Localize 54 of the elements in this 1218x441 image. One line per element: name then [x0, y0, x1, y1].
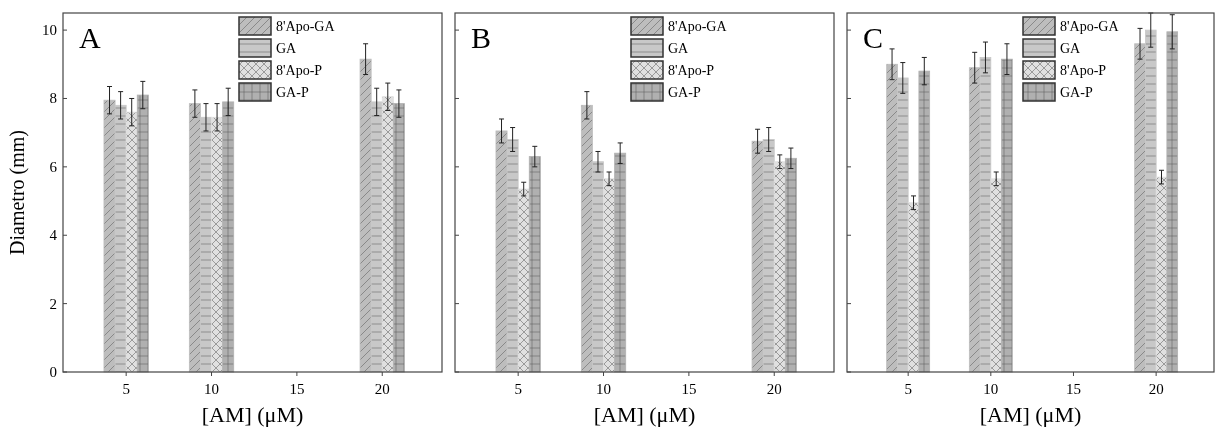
chart-title: C [863, 21, 884, 54]
legend-label: 8'Apo-P [1060, 63, 1107, 78]
bar [136, 94, 149, 373]
x-axis-title: [AM] (μM) [593, 402, 696, 427]
x-tick-label: 10 [204, 381, 220, 397]
y-tick-label: 4 [49, 227, 58, 244]
bar [1166, 31, 1179, 373]
bar [603, 178, 616, 373]
bar [784, 157, 797, 373]
bar [125, 111, 138, 373]
bar [381, 96, 394, 373]
x-tick-label: 10 [983, 381, 999, 397]
bar [990, 178, 1002, 373]
y-tick-label: 2 [49, 295, 57, 312]
x-tick-label: 15 [1065, 381, 1081, 397]
bar [517, 188, 530, 373]
legend-label: GA-P [276, 85, 309, 100]
legend-label: GA [668, 41, 690, 56]
bar [392, 103, 405, 373]
y-tick-label: 0 [49, 364, 57, 380]
legend-label: 8'Apo-P [668, 63, 715, 78]
x-tick-label: 20 [1148, 381, 1164, 397]
legend-label: GA-P [668, 85, 701, 100]
bar [773, 161, 786, 373]
x-tick-label: 5 [122, 381, 130, 397]
bar [211, 116, 224, 373]
y-axis-title: Diametro (mm) [6, 130, 29, 255]
x-tick-label: 15 [289, 381, 305, 397]
x-tick-label: 20 [374, 381, 390, 397]
bar [614, 152, 627, 373]
x-axis-title: [AM] (μM) [201, 402, 304, 427]
y-tick-label: 8 [49, 90, 57, 107]
x-tick-label: 20 [766, 381, 782, 397]
legend-label: 8'Apo-GA [668, 19, 728, 34]
y-tick-label: 10 [42, 22, 57, 39]
x-tick-label: 10 [596, 381, 612, 397]
chart-title: A [79, 21, 101, 54]
legend-label: 8'Apo-GA [276, 19, 336, 34]
x-tick-label: 5 [514, 381, 522, 397]
bar [918, 70, 931, 373]
bar [528, 156, 541, 373]
legend-label: GA [276, 41, 298, 56]
x-tick-label: 5 [904, 381, 912, 397]
bar [1155, 176, 1168, 373]
legend-label: GA [1060, 41, 1082, 56]
x-tick-label: 15 [681, 381, 697, 397]
chart-title: B [471, 21, 492, 54]
x-axis-title: [AM] (μM) [979, 402, 1082, 427]
legend-label: 8'Apo-GA [1060, 19, 1120, 34]
legend-label: GA-P [1060, 85, 1093, 100]
legend-label: 8'Apo-P [276, 63, 323, 78]
bar [1001, 58, 1013, 373]
y-tick-label: 6 [49, 158, 58, 175]
bar [222, 101, 235, 373]
